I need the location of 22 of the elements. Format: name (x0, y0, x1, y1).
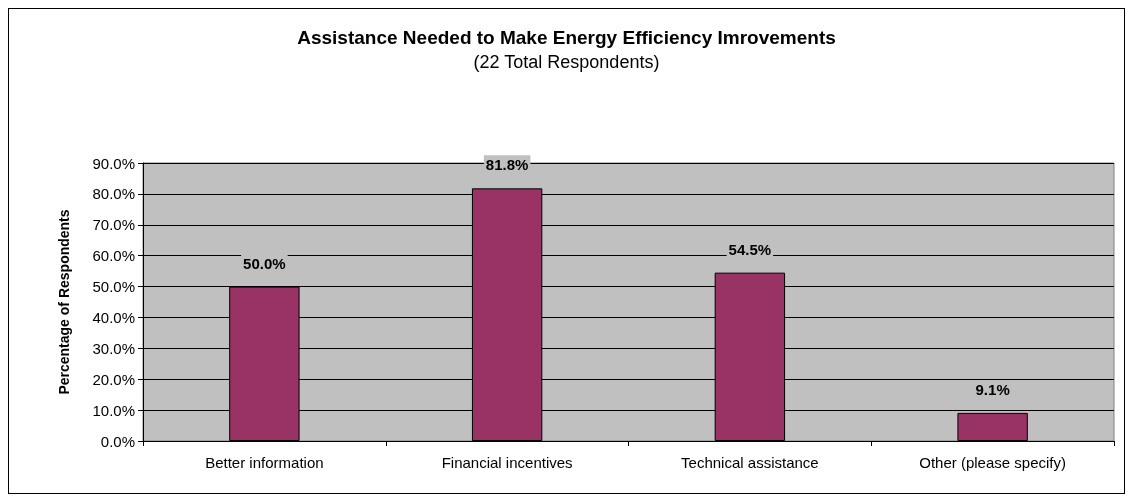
y-tick-label: 50.0% (92, 278, 135, 296)
x-tick-label: Financial incentives (441, 454, 573, 471)
chart-subtitle: (22 Total Respondents) (473, 52, 660, 72)
y-tick-label: 0.0% (100, 432, 135, 450)
data-label: 54.5% (728, 240, 772, 258)
chart-title: Assistance Needed to Make Energy Efficiency Imrovements (297, 27, 836, 48)
y-tick-label: 60.0% (92, 247, 135, 265)
bar (957, 412, 1028, 441)
data-label: 81.8% (485, 156, 529, 174)
y-tick-label: 80.0% (92, 185, 135, 203)
y-tick-label: 30.0% (92, 339, 135, 357)
y-tick-label: 10.0% (92, 401, 135, 419)
data-label: 50.0% (243, 254, 286, 272)
x-tick-label: Technical assistance (681, 454, 819, 471)
data-label: 9.1% (975, 380, 1010, 398)
y-tick-label: 90.0% (92, 154, 135, 172)
y-axis-title: Percentage of Respondents (56, 209, 72, 395)
y-tick-label: 20.0% (92, 370, 135, 388)
x-tick-label: Better information (205, 454, 324, 471)
x-tick-label: Other (please specify) (919, 454, 1066, 471)
y-tick-label: 40.0% (92, 308, 135, 326)
y-tick-label: 70.0% (92, 216, 135, 234)
